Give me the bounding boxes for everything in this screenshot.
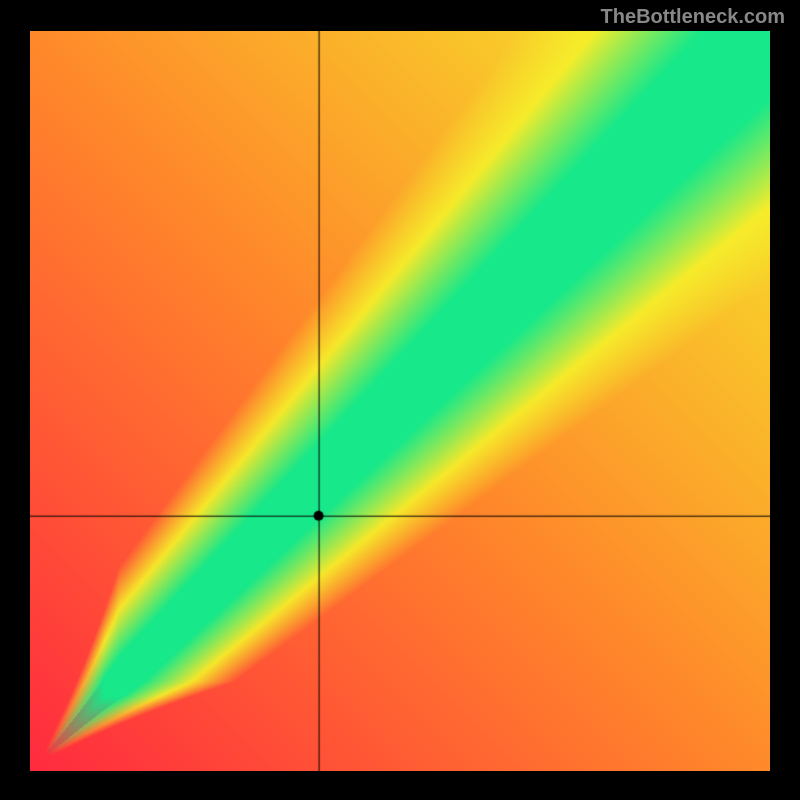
heatmap-canvas — [30, 31, 770, 771]
watermark-text: TheBottleneck.com — [15, 0, 785, 31]
bottleneck-heatmap — [30, 31, 770, 771]
